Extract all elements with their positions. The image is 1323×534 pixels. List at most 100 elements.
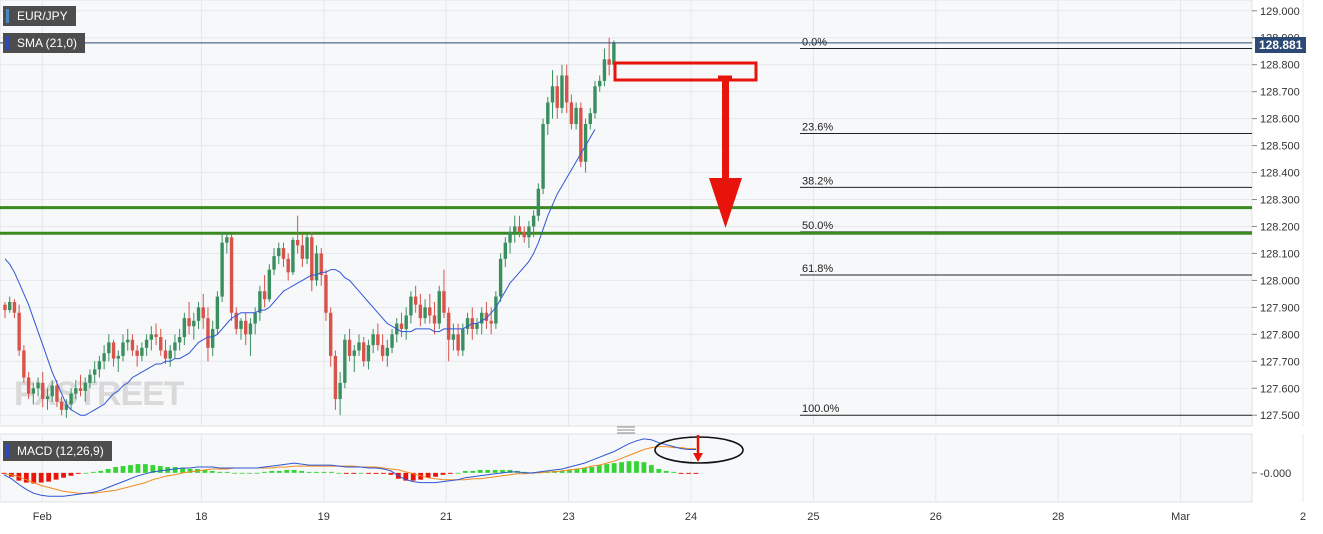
- candle-body: [324, 275, 328, 313]
- macd-histogram-bar: [343, 472, 349, 474]
- sma-legend[interactable]: SMA (21,0): [3, 33, 86, 53]
- candle-body: [116, 355, 120, 359]
- resistance-box: [613, 61, 758, 82]
- candle-body: [196, 307, 201, 321]
- macd-arrow-head: [693, 453, 703, 462]
- macd-histogram-bar: [98, 470, 104, 473]
- candle-body: [92, 369, 97, 375]
- candle-body: [418, 304, 423, 319]
- symbol-text: EUR/JPY: [17, 9, 68, 23]
- candle-body: [55, 385, 59, 402]
- candle-body: [484, 312, 489, 321]
- candle-body: [168, 350, 172, 359]
- candle-body: [593, 86, 597, 114]
- y-tick-label: 128.200: [1260, 221, 1300, 233]
- candle-body: [442, 291, 446, 313]
- candle-body: [220, 242, 224, 297]
- candle-body: [36, 382, 40, 389]
- candle-body: [74, 388, 78, 394]
- candle-body: [310, 237, 314, 281]
- macd-histogram-bar: [247, 472, 252, 474]
- candle-body: [347, 339, 352, 356]
- candle-body: [319, 253, 323, 276]
- macd-histogram-bar: [150, 465, 156, 473]
- x-tick-label: 25: [807, 511, 819, 523]
- x-tick-label: 2: [1300, 511, 1306, 523]
- macd-histogram-bar: [135, 464, 141, 473]
- macd-histogram-bar: [619, 462, 624, 473]
- candle-body: [380, 345, 385, 356]
- candle-body: [59, 401, 64, 410]
- fib-label: 38.2%: [802, 175, 833, 187]
- candle-body: [503, 242, 508, 259]
- price-pane[interactable]: [0, 0, 1253, 427]
- y-tick-label: 127.900: [1260, 302, 1300, 314]
- candle-body: [159, 337, 163, 351]
- candle-body: [607, 59, 611, 65]
- macd-histogram-bar: [425, 472, 431, 478]
- candle-body: [390, 334, 394, 348]
- macd-histogram-bar: [276, 470, 282, 473]
- candle-body: [333, 355, 338, 400]
- candle-body: [428, 307, 432, 316]
- candle-body: [154, 334, 158, 338]
- macd-histogram-bar: [485, 469, 491, 473]
- candle-body: [22, 350, 26, 378]
- symbol-label[interactable]: EUR/JPY: [3, 6, 76, 26]
- macd-y-tick-label: -0.000: [1260, 468, 1291, 480]
- candle-body: [17, 312, 21, 351]
- candle-body: [206, 318, 210, 348]
- macd-histogram-bar: [262, 471, 267, 473]
- candle-body: [111, 342, 116, 359]
- candle-body: [602, 59, 607, 81]
- candle-body: [366, 345, 371, 362]
- x-tick-label: 19: [318, 511, 330, 523]
- candle-body: [574, 107, 578, 125]
- macd-text: MACD (12,26,9): [17, 444, 104, 458]
- macd-histogram-bar: [202, 469, 208, 473]
- pane-resize-handle[interactable]: [617, 426, 635, 434]
- candle-body: [234, 312, 238, 329]
- macd-histogram-bar: [46, 472, 52, 482]
- sma-text: SMA (21,0): [17, 36, 78, 50]
- current-price-badge: 128.881: [1255, 37, 1307, 53]
- candle-body: [88, 374, 92, 383]
- fib-label: 100.0%: [802, 403, 840, 415]
- candle-body: [69, 393, 73, 405]
- candle-body: [598, 80, 602, 87]
- macd-histogram-bar: [671, 471, 677, 473]
- candle-body: [173, 342, 177, 351]
- candle-body: [385, 347, 390, 356]
- macd-histogram-bar: [239, 472, 245, 474]
- candle-body: [31, 388, 36, 394]
- macd-histogram-bar: [254, 472, 260, 474]
- macd-legend[interactable]: MACD (12,26,9): [3, 441, 112, 461]
- candle-body: [508, 231, 512, 243]
- macd-histogram-bar: [172, 467, 178, 473]
- candle-body: [404, 315, 408, 329]
- candle-body: [413, 296, 418, 305]
- macd-histogram-bar: [634, 461, 639, 473]
- candle-body: [560, 75, 564, 108]
- y-tick-label: 127.500: [1260, 410, 1300, 422]
- macd-histogram-bar: [321, 471, 327, 473]
- candle-body: [522, 231, 526, 238]
- macd-histogram-bar: [663, 470, 669, 473]
- macd-histogram-bar: [567, 469, 572, 473]
- candle-body: [121, 342, 125, 356]
- candle-body: [376, 334, 380, 346]
- macd-histogram-bar: [693, 472, 699, 474]
- x-tick-label: Mar: [1171, 511, 1190, 523]
- macd-histogram-bar: [366, 472, 372, 474]
- x-tick-label: 24: [685, 511, 697, 523]
- macd-histogram-bar: [336, 472, 342, 474]
- macd-histogram-bar: [105, 468, 111, 473]
- macd-histogram-bar: [678, 472, 684, 474]
- candle-body: [248, 323, 253, 335]
- macd-histogram-bar: [217, 471, 223, 473]
- candle-body: [465, 318, 470, 329]
- candle-body: [50, 385, 54, 397]
- candle-body: [300, 245, 305, 259]
- candle-body: [456, 334, 460, 351]
